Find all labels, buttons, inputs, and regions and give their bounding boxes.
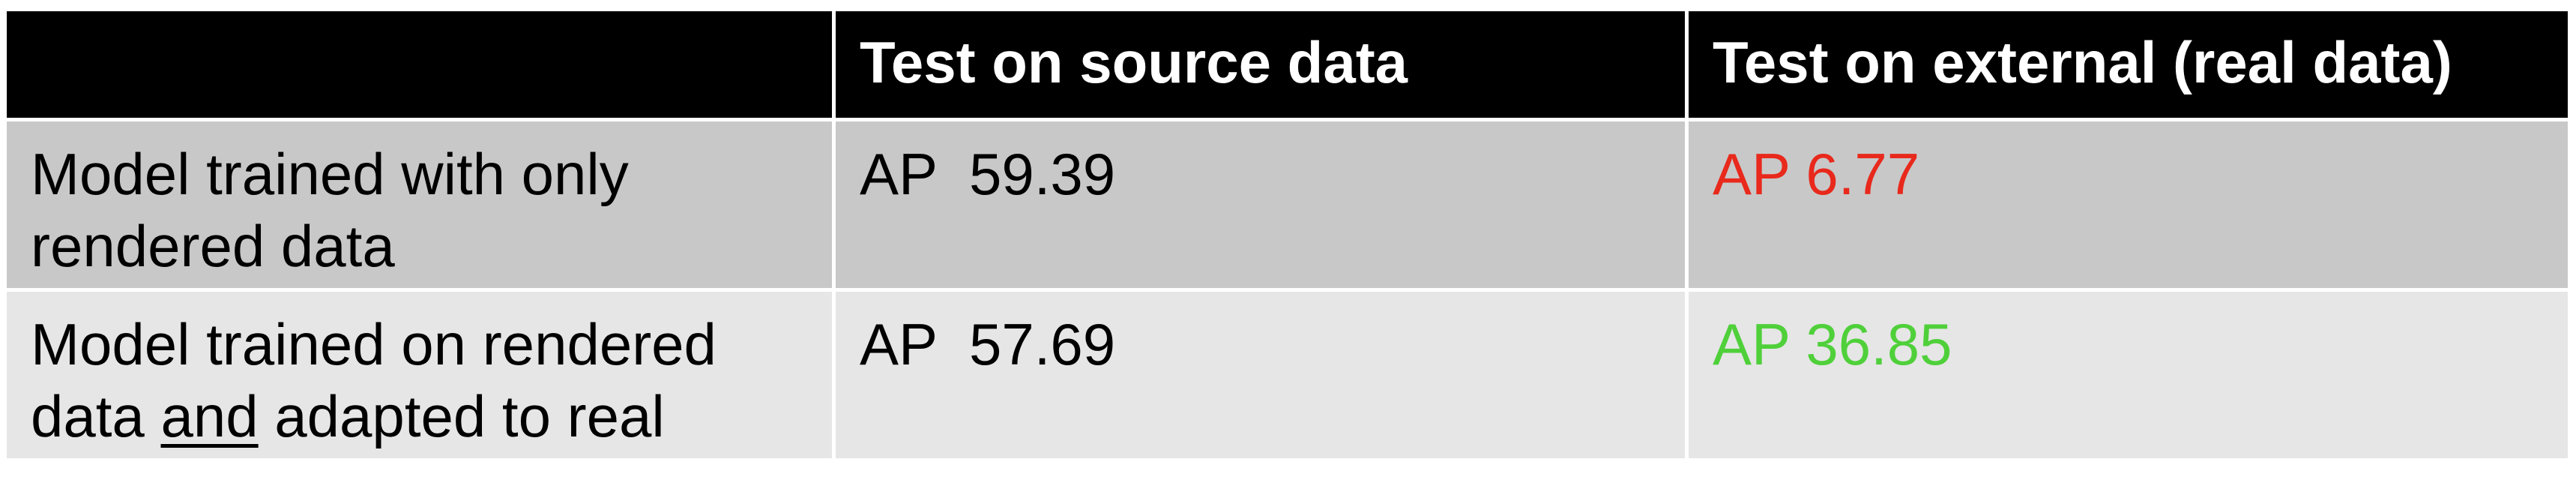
source-value-cell: AP 57.69 bbox=[832, 288, 1689, 462]
external-value-cell: AP 6.77 bbox=[1685, 118, 2572, 292]
row-label-cell: Model trained on rendered data and adapt… bbox=[3, 288, 836, 462]
row-label-line2-pre: data bbox=[31, 383, 161, 449]
header-external-data: Test on external (real data) bbox=[1685, 8, 2572, 122]
table-row: Model trained with only rendered data AP… bbox=[3, 118, 2572, 292]
row-label-underlined-word: and bbox=[160, 383, 259, 449]
source-value-cell: AP 59.39 bbox=[832, 118, 1689, 292]
table-row: Model trained on rendered data and adapt… bbox=[3, 288, 2572, 462]
row-label-cell: Model trained with only rendered data bbox=[3, 118, 836, 292]
header-row: Test on source data Test on external (re… bbox=[3, 8, 2572, 122]
results-table: Test on source data Test on external (re… bbox=[3, 8, 2572, 462]
row-label-line1: Model trained with only bbox=[31, 141, 629, 207]
row-label-line2: rendered data bbox=[31, 213, 395, 279]
header-source-data: Test on source data bbox=[832, 8, 1689, 122]
row-label-line2-post: adapted to real bbox=[258, 383, 665, 449]
header-corner-cell bbox=[3, 8, 836, 122]
external-value-cell: AP 36.85 bbox=[1685, 288, 2572, 462]
row-label-line1: Model trained on rendered bbox=[31, 311, 717, 377]
